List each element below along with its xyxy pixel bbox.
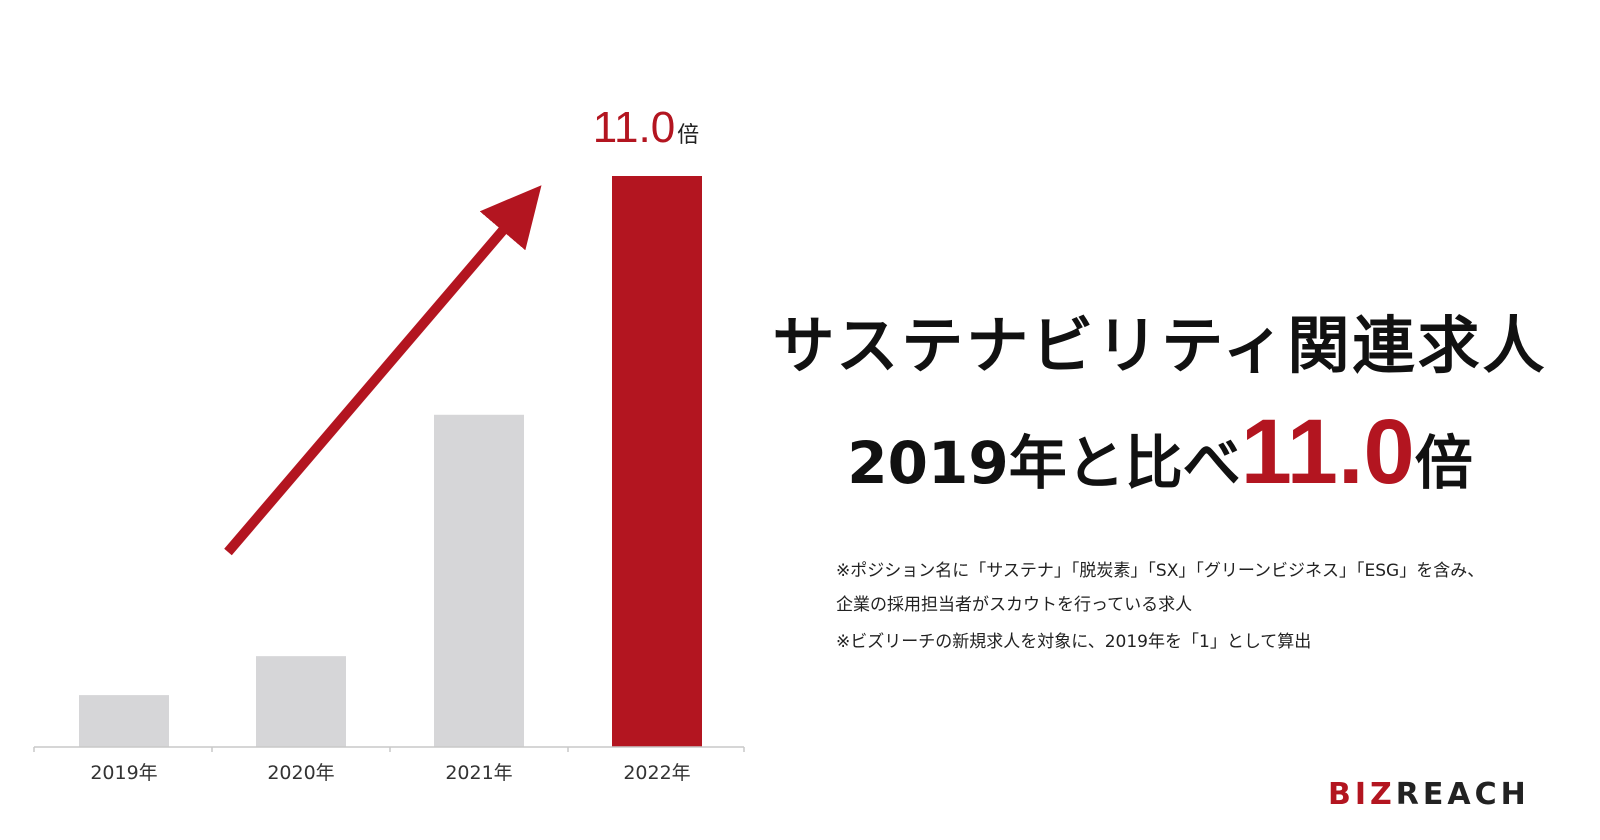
headline-prefix: 2019年と比べ (847, 429, 1241, 497)
footnote-line-3: ※ビズリーチの新規求人を対象に、2019年を「1」として算出 (836, 632, 1312, 652)
x-tick-label: 2021年 (445, 762, 512, 784)
bar-2019年 (79, 695, 169, 747)
x-tick-label: 2019年 (90, 762, 157, 784)
x-tick-label: 2020年 (267, 762, 334, 784)
headline-suffix: 倍 (1414, 429, 1473, 497)
footnote-line-1: ※ポジション名に「サステナ」「脱炭素」「SX」「グリーンビジネス」「ESG」を含… (836, 561, 1485, 581)
trend-arrow (224, 185, 542, 556)
headline-multiplier: 11.0 (1240, 401, 1415, 503)
footnote-line-2: 企業の採用担当者がスカウトを行っている求人 (836, 595, 1193, 615)
bar-chart: 2019年 2020年 2021年 2022年 11.0倍 (33, 103, 745, 784)
bar-2022年 (612, 176, 702, 747)
headline-title: サステナビリティ関連求人 (772, 309, 1548, 382)
bar-2021年 (434, 414, 524, 747)
headline-comparison: 2019年と比べ11.0倍 (760, 400, 1560, 505)
bizreach-logo: BIZREACH (1328, 777, 1530, 812)
x-tick-label: 2022年 (623, 762, 690, 784)
bar-2020年 (256, 656, 346, 747)
top-value-label: 11.0倍 (593, 103, 699, 152)
